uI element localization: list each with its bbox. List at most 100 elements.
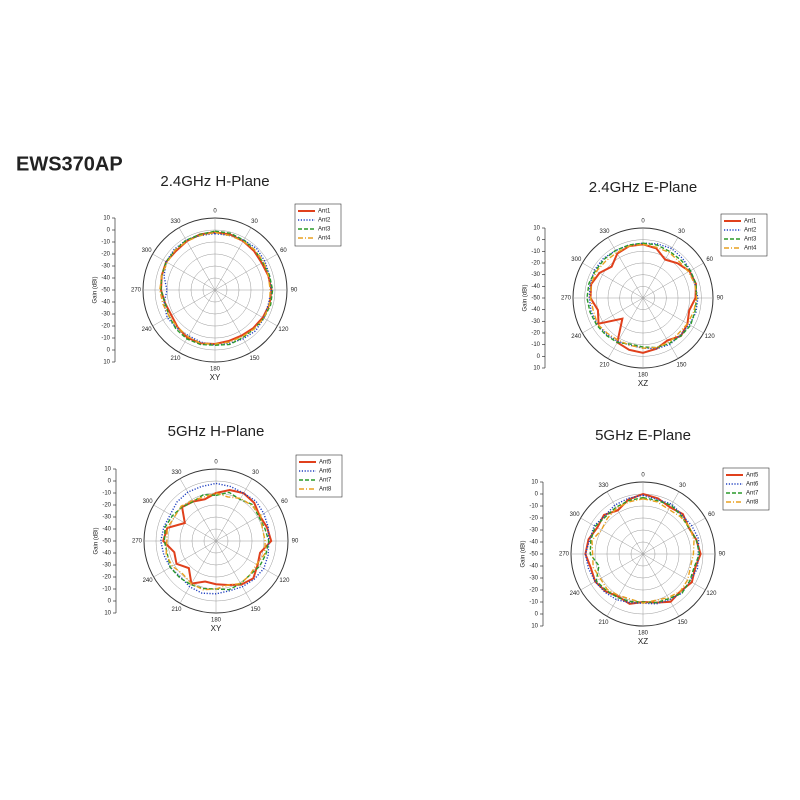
angle-label: 120 (279, 578, 290, 584)
y-tick-label: 10 (104, 467, 111, 473)
angle-label: 270 (131, 288, 142, 294)
grid-spoke (214, 253, 278, 291)
angle-label: 90 (291, 288, 298, 294)
y-axis-label: Gain (dBi) (523, 284, 529, 311)
y-tick-label: 0 (108, 479, 112, 485)
y-axis-label: Gain (dBi) (521, 540, 527, 567)
y-tick-label: -30 (529, 576, 538, 582)
x-axis-label: XY (210, 373, 221, 382)
angle-label: 330 (598, 483, 609, 489)
grid-spoke (642, 237, 679, 299)
grid-spoke (642, 517, 706, 555)
angle-label: 60 (708, 512, 715, 518)
y-tick-label: -30 (102, 563, 111, 569)
angle-label: 90 (719, 552, 726, 558)
y-tick-label: 10 (533, 226, 540, 232)
angle-label: 210 (170, 356, 181, 362)
angle-label: 120 (278, 327, 289, 333)
y-tick-label: -10 (101, 336, 110, 342)
legend-label: Ant8 (746, 500, 759, 506)
y-tick-label: -50 (529, 552, 538, 558)
legend-label: Ant6 (746, 482, 759, 488)
angle-label: 270 (132, 539, 143, 545)
grid-spoke (152, 253, 216, 291)
y-tick-label: -50 (531, 296, 540, 302)
y-tick-label: -20 (531, 331, 540, 337)
angle-label: 240 (571, 334, 582, 340)
angle-label: 300 (143, 499, 154, 505)
grid-spoke (215, 540, 253, 604)
y-tick-label: -40 (531, 307, 540, 313)
grid-spoke (215, 478, 253, 542)
y-tick-label: -30 (101, 312, 110, 318)
angle-label: 120 (705, 334, 716, 340)
y-tick-label: -40 (529, 564, 538, 570)
gain-curve (591, 498, 695, 604)
legend-label: Ant3 (318, 227, 331, 233)
y-tick-label: -20 (101, 324, 110, 330)
angle-label: 150 (677, 620, 688, 626)
angle-label: 180 (638, 373, 649, 379)
x-axis-label: XZ (638, 637, 648, 646)
y-tick-label: 0 (537, 354, 541, 360)
grid-spoke (606, 553, 644, 617)
y-tick-label: -50 (101, 288, 110, 294)
grid-spoke (642, 553, 680, 617)
legend-label: Ant1 (744, 219, 757, 225)
y-tick-label: -20 (529, 516, 538, 522)
grid-spoke (215, 504, 279, 542)
grid-spoke (179, 478, 217, 542)
grid-spoke (582, 297, 644, 334)
angle-label: 330 (170, 219, 181, 225)
angle-label: 180 (638, 631, 649, 637)
y-tick-label: 0 (107, 348, 111, 354)
y-tick-label: -10 (531, 249, 540, 255)
y-tick-label: -20 (102, 503, 111, 509)
grid-spoke (214, 289, 278, 327)
y-tick-label: -40 (102, 551, 111, 557)
gain-curve (586, 242, 698, 349)
page-title: EWS370AP (16, 153, 123, 175)
gain-curve (589, 243, 698, 349)
legend-label: Ant2 (744, 228, 757, 234)
grid-spoke (179, 540, 217, 604)
grid-spoke (607, 237, 644, 299)
polar-chart: 5GHz H-Plane 0 30 60 90 120 150 180 210 240 270 300… (94, 423, 343, 633)
y-tick-label: -30 (529, 528, 538, 534)
legend-label: Ant5 (746, 473, 759, 479)
chart-title: 2.4GHz H-Plane (160, 173, 269, 190)
y-tick-label: -10 (102, 587, 111, 593)
y-tick-label: 0 (108, 599, 112, 605)
y-tick-label: 10 (531, 480, 538, 486)
y-tick-label: -40 (531, 284, 540, 290)
y-tick-label: 0 (535, 492, 539, 498)
angle-label: 210 (598, 620, 609, 626)
angle-label: 0 (641, 219, 645, 225)
angle-label: 150 (676, 362, 687, 368)
angle-label: 240 (570, 591, 581, 597)
y-tick-label: -40 (529, 540, 538, 546)
chart-title: 5GHz H-Plane (168, 423, 265, 440)
y-tick-label: -30 (102, 515, 111, 521)
y-tick-label: -20 (101, 252, 110, 258)
legend-label: Ant7 (746, 491, 759, 497)
y-tick-label: 10 (103, 216, 110, 222)
angle-label: 300 (570, 512, 581, 518)
y-tick-label: 0 (107, 228, 111, 234)
y-tick-label: -20 (531, 261, 540, 267)
chart-title: 5GHz E-Plane (595, 427, 691, 444)
angle-label: 30 (251, 219, 258, 225)
angle-label: 330 (599, 229, 610, 235)
grid-spoke (582, 262, 644, 299)
y-tick-label: 10 (104, 611, 111, 617)
legend-label: Ant7 (319, 478, 332, 484)
y-tick-label: -10 (529, 504, 538, 510)
legend-label: Ant4 (744, 246, 757, 252)
x-axis-label: XY (211, 624, 222, 633)
angle-label: 60 (281, 499, 288, 505)
x-axis-label: XZ (638, 379, 648, 388)
y-tick-label: -20 (529, 588, 538, 594)
angle-label: 240 (143, 578, 154, 584)
y-tick-label: 10 (533, 366, 540, 372)
angle-label: 240 (142, 327, 153, 333)
